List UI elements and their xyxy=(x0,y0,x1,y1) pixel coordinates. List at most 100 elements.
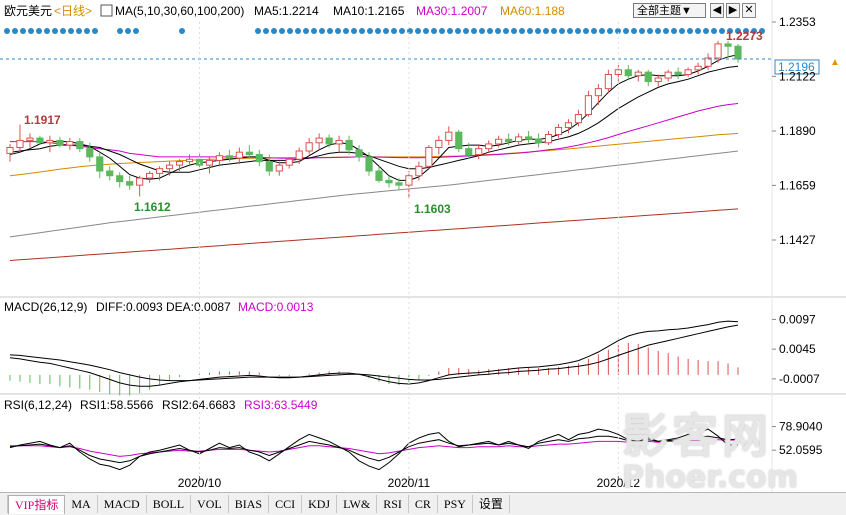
event-dot xyxy=(60,28,66,34)
candle-body xyxy=(634,71,642,77)
tab-settings[interactable]: 设置 xyxy=(473,495,510,513)
event-dot xyxy=(591,28,597,34)
candle-body xyxy=(136,177,144,186)
chart-canvas[interactable]: 欧元美元 <日线> MA(5,10,30,60,100,200) MA5:1.2… xyxy=(0,0,846,492)
event-dot xyxy=(20,28,26,34)
event-dot xyxy=(287,28,293,34)
event-dot xyxy=(76,28,82,34)
event-dot xyxy=(117,28,123,34)
period-label[interactable]: <日线> xyxy=(54,4,92,18)
event-dot xyxy=(423,28,429,34)
candle-body xyxy=(365,156,373,172)
candle-body xyxy=(644,71,652,83)
ma60-value: MA60:1.188 xyxy=(500,4,565,18)
event-dot xyxy=(647,28,653,34)
candle-body xyxy=(654,77,662,83)
candle-body xyxy=(694,65,702,71)
candle-body xyxy=(16,139,24,148)
tab-vip[interactable]: VIP指标 xyxy=(8,494,66,514)
candle-body xyxy=(126,181,134,186)
ma10-line xyxy=(9,65,739,173)
candle-body xyxy=(584,95,593,116)
candle-body xyxy=(515,136,523,143)
candle-body xyxy=(285,158,293,166)
toggle-icon[interactable] xyxy=(100,4,113,17)
event-dot xyxy=(255,28,261,34)
event-dot xyxy=(343,28,349,34)
rsi-tick-label: 78.9040 xyxy=(779,420,823,434)
tab-kdj[interactable]: KDJ xyxy=(302,495,338,513)
rsi-tick-label: 52.0595 xyxy=(779,443,823,457)
event-dot xyxy=(431,28,437,34)
close-button[interactable]: ✕ xyxy=(742,3,756,18)
event-dot xyxy=(359,28,365,34)
event-dot xyxy=(319,28,325,34)
svg-text:1.2196: 1.2196 xyxy=(778,60,815,74)
event-dot xyxy=(543,28,549,34)
candle-body xyxy=(295,150,303,160)
macd-tick-label: 0.0097 xyxy=(779,312,816,326)
theme-dropdown[interactable]: 全部主题▼ xyxy=(633,3,706,18)
candle-body xyxy=(415,165,423,177)
event-dot xyxy=(743,28,749,34)
candle-body xyxy=(185,158,194,163)
candle-body xyxy=(534,138,543,144)
event-dot xyxy=(519,28,525,34)
tab-lw[interactable]: LW& xyxy=(337,495,378,513)
candle-body xyxy=(86,148,94,158)
nav-right-button[interactable]: ▶ xyxy=(726,3,740,18)
event-dot xyxy=(687,28,693,34)
event-dot xyxy=(679,28,685,34)
current-price-tag: 1.2196 xyxy=(774,59,820,75)
event-dot xyxy=(279,28,285,34)
event-dot xyxy=(639,28,645,34)
ma30-line xyxy=(10,103,739,159)
tab-boll[interactable]: BOLL xyxy=(147,495,192,513)
event-dot xyxy=(487,28,493,34)
tab-psy[interactable]: PSY xyxy=(438,495,473,513)
date-axis: 2020/10 2020/11 2020/12 xyxy=(178,22,640,490)
candle-body xyxy=(465,148,473,156)
rsi1-line xyxy=(9,428,738,471)
macd-tick-label: -0.0007 xyxy=(779,372,820,386)
tab-macd[interactable]: MACD xyxy=(98,495,147,513)
tab-bias[interactable]: BIAS xyxy=(229,495,270,513)
tab-cci[interactable]: CCI xyxy=(269,495,303,513)
tab-vol[interactable]: VOL xyxy=(191,495,229,513)
tab-rsi[interactable]: RSI xyxy=(377,495,409,513)
event-dot xyxy=(735,28,741,34)
tab-ma[interactable]: MA xyxy=(65,495,98,513)
annotation-low-mid: 1.1603 xyxy=(414,202,451,216)
event-dot xyxy=(295,28,301,34)
candle-body xyxy=(714,43,722,59)
candle-body xyxy=(624,69,632,77)
event-dot xyxy=(703,28,709,34)
candle-body xyxy=(66,141,74,146)
event-dot xyxy=(751,28,757,34)
macd-tick-label: 0.0045 xyxy=(779,342,816,356)
candle-body xyxy=(564,122,573,128)
macd-hist-value: MACD:0.0013 xyxy=(238,300,314,314)
candle-body xyxy=(26,137,34,141)
event-dot xyxy=(495,28,501,34)
ma100-line xyxy=(9,150,739,238)
event-dot xyxy=(655,28,661,34)
candle-body xyxy=(106,170,114,177)
price-pane xyxy=(6,40,742,261)
candle-body xyxy=(435,139,443,148)
candle-body xyxy=(554,126,563,136)
date-tick-label: 2020/10 xyxy=(178,476,222,490)
event-dot xyxy=(559,28,565,34)
nav-left-button[interactable]: ◀ xyxy=(710,3,724,18)
macd-pane xyxy=(9,320,739,396)
event-dot xyxy=(567,28,573,34)
event-dot xyxy=(471,28,477,34)
candle-body xyxy=(165,164,174,170)
rsi-axis: 78.9040 52.0595 xyxy=(772,420,823,457)
event-dot xyxy=(271,28,277,34)
event-dot xyxy=(527,28,533,34)
event-dot xyxy=(28,28,34,34)
tab-cr[interactable]: CR xyxy=(409,495,438,513)
rsi3-line xyxy=(10,439,738,457)
candle-body xyxy=(724,43,732,47)
